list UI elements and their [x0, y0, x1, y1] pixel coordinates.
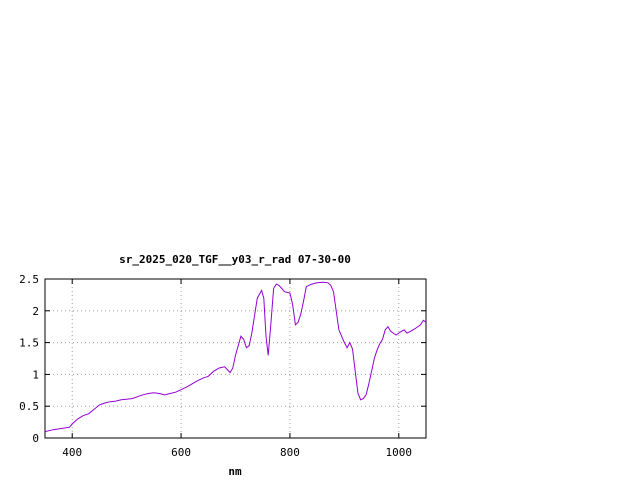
- axis-ticks: 0 0.5 1 1.5 2 2.5 400 600 800 1000: [19, 273, 426, 459]
- y-tick-label: 1: [32, 368, 39, 381]
- y-tick-label: 0: [32, 432, 39, 445]
- x-tick-label: 600: [171, 446, 191, 459]
- x-axis-label: nm: [228, 465, 242, 478]
- x-tick-label: 1000: [386, 446, 413, 459]
- grid-lines: [45, 279, 426, 438]
- y-tick-label: 2: [32, 305, 39, 318]
- plot-frame: [44, 278, 427, 439]
- x-tick-label: 400: [62, 446, 82, 459]
- y-tick-label: 0.5: [19, 400, 39, 413]
- series-line: [44, 281, 427, 433]
- x-tick-label: 800: [280, 446, 300, 459]
- chart-title: sr_2025_020_TGF__y03_r_rad 07-30-00: [119, 253, 351, 266]
- y-tick-label: 2.5: [19, 273, 39, 286]
- y-tick-label: 1.5: [19, 337, 39, 350]
